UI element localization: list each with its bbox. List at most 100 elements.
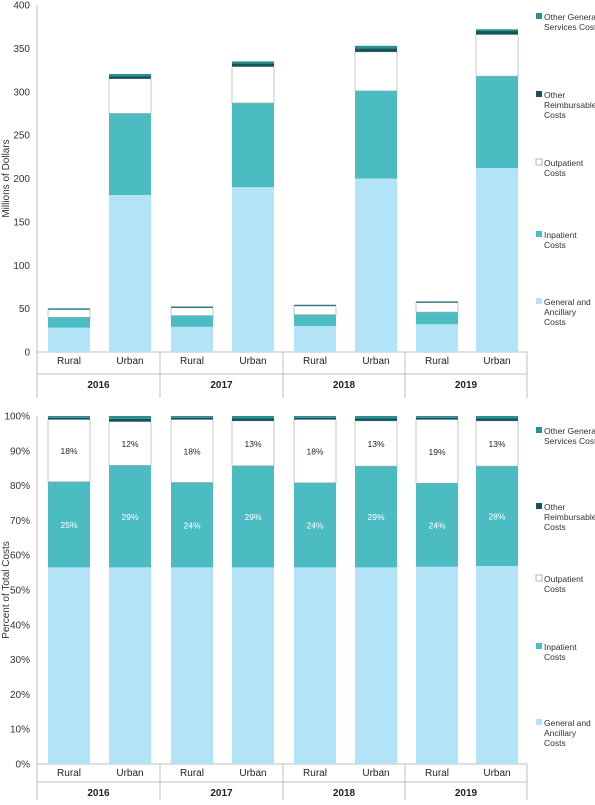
y-axis-label: Millions of Dollars	[1, 139, 12, 217]
data-label-inpatient: 24%	[428, 520, 445, 530]
bar-segment-other-reimbursable	[355, 418, 397, 421]
bar-segment-general	[294, 325, 336, 352]
y-tick-label: 80%	[10, 481, 30, 492]
x-group-label: 2016	[87, 788, 110, 799]
y-tick-label: 100	[13, 261, 30, 272]
y-tick-label: 30%	[10, 655, 30, 666]
legend-label: Inpatient Costs	[544, 642, 577, 662]
x-category-label: Rural	[57, 356, 81, 367]
y-axis-label: Percent of Total Costs	[1, 541, 12, 639]
bar-segment-other-general-services	[476, 416, 518, 419]
data-label-outpatient: 18%	[60, 446, 77, 456]
bar-segment-other-reimbursable	[416, 417, 458, 420]
x-category-label: Urban	[362, 356, 389, 367]
bar-segment-other-general-services	[109, 73, 151, 77]
y-tick-label: 200	[13, 174, 30, 185]
data-label-outpatient: 12%	[121, 439, 138, 449]
legend-swatch	[536, 298, 542, 304]
legend-swatch	[536, 503, 542, 509]
bar-segment-inpatient	[109, 113, 151, 195]
legend-label: Other Reimbursable Costs	[544, 90, 595, 120]
bar-segment-general	[476, 168, 518, 352]
bar-segment-outpatient	[354, 51, 398, 92]
y-tick-label: 20%	[10, 690, 30, 701]
bar-segment-inpatient	[232, 103, 274, 188]
x-category-label: Urban	[116, 356, 143, 367]
bar-segment-general	[171, 567, 213, 764]
legend-label: Other Reimbursable Costs	[544, 502, 595, 532]
bar-segment-other-reimbursable	[109, 76, 151, 79]
bar-segment-other-reimbursable	[232, 418, 274, 421]
data-label-inpatient: 24%	[306, 521, 323, 531]
y-tick-label: 50	[19, 304, 31, 315]
bar-segment-general	[109, 567, 151, 764]
bar-segment-inpatient	[232, 465, 274, 568]
bar-segment-other-reimbursable	[294, 305, 336, 307]
x-category-label: Rural	[180, 356, 204, 367]
legend-label: Inpatient Costs	[544, 230, 577, 250]
bar-segment-general	[355, 567, 397, 764]
bar-segment-general	[171, 326, 213, 352]
bar-segment-outpatient	[47, 419, 91, 483]
legend-label: Outpatient Costs	[544, 574, 584, 594]
legend-swatch	[536, 719, 542, 725]
legend-swatch	[536, 427, 542, 433]
y-tick-label: 150	[13, 217, 30, 228]
data-label-outpatient: 13%	[244, 439, 261, 449]
bar-segment-inpatient	[355, 466, 397, 568]
bar-segment-other-general-services	[416, 416, 458, 418]
bar-segment-inpatient	[109, 465, 151, 568]
bar-segment-other-reimbursable	[476, 418, 518, 421]
y-tick-label: 90%	[10, 446, 30, 457]
legend-swatch	[536, 91, 542, 97]
data-label-outpatient: 18%	[183, 446, 200, 456]
bar-segment-other-general-services	[294, 304, 336, 306]
bar-segment-outpatient	[108, 78, 152, 114]
y-tick-label: 50%	[10, 586, 30, 597]
bar-segment-inpatient	[416, 312, 458, 325]
x-category-label: Urban	[362, 768, 389, 779]
bar-segment-general	[48, 327, 90, 352]
data-label-outpatient: 19%	[428, 447, 445, 457]
x-category-label: Urban	[483, 356, 510, 367]
legend-label: General and Ancillary Costs	[544, 297, 591, 327]
data-label-inpatient: 29%	[121, 512, 138, 522]
bar-segment-general	[232, 187, 274, 352]
x-category-label: Urban	[239, 356, 266, 367]
y-tick-label: 100%	[4, 412, 30, 423]
data-label-inpatient: 25%	[60, 520, 77, 530]
bar-segment-general	[355, 178, 397, 352]
bar-segment-inpatient	[355, 90, 397, 179]
y-tick-label: 250	[13, 131, 30, 142]
bar-segment-inpatient	[476, 466, 518, 566]
x-category-label: Urban	[483, 768, 510, 779]
data-label-outpatient: 18%	[306, 447, 323, 457]
bar-segment-other-general-services	[294, 416, 336, 418]
bar-segment-general	[476, 565, 518, 764]
bar-segment-other-general-services	[232, 61, 274, 64]
bar-segment-general	[109, 194, 151, 352]
y-tick-label: 0	[24, 348, 30, 359]
bar-segment-other-general-services	[171, 306, 213, 308]
bar-segment-general	[232, 567, 274, 764]
x-group-label: 2019	[455, 380, 478, 391]
y-tick-label: 70%	[10, 516, 30, 527]
bar-segment-inpatient	[171, 315, 213, 327]
x-group-label: 2018	[333, 788, 356, 799]
bar-segment-other-general-services	[232, 416, 274, 419]
bar-segment-other-reimbursable	[48, 417, 90, 420]
bar-segment-other-general-services	[48, 416, 90, 418]
bar-segment-other-general-services	[171, 416, 213, 418]
bar-segment-general	[416, 566, 458, 764]
y-tick-label: 10%	[10, 725, 30, 736]
bar-segment-other-reimbursable	[476, 31, 518, 35]
bar-segment-other-reimbursable	[48, 308, 90, 310]
bar-segment-other-general-services	[109, 416, 151, 419]
bar-segment-other-reimbursable	[171, 307, 213, 308]
bar-segment-general	[48, 567, 90, 764]
x-category-label: Urban	[116, 768, 143, 779]
bar-segment-inpatient	[171, 482, 213, 568]
